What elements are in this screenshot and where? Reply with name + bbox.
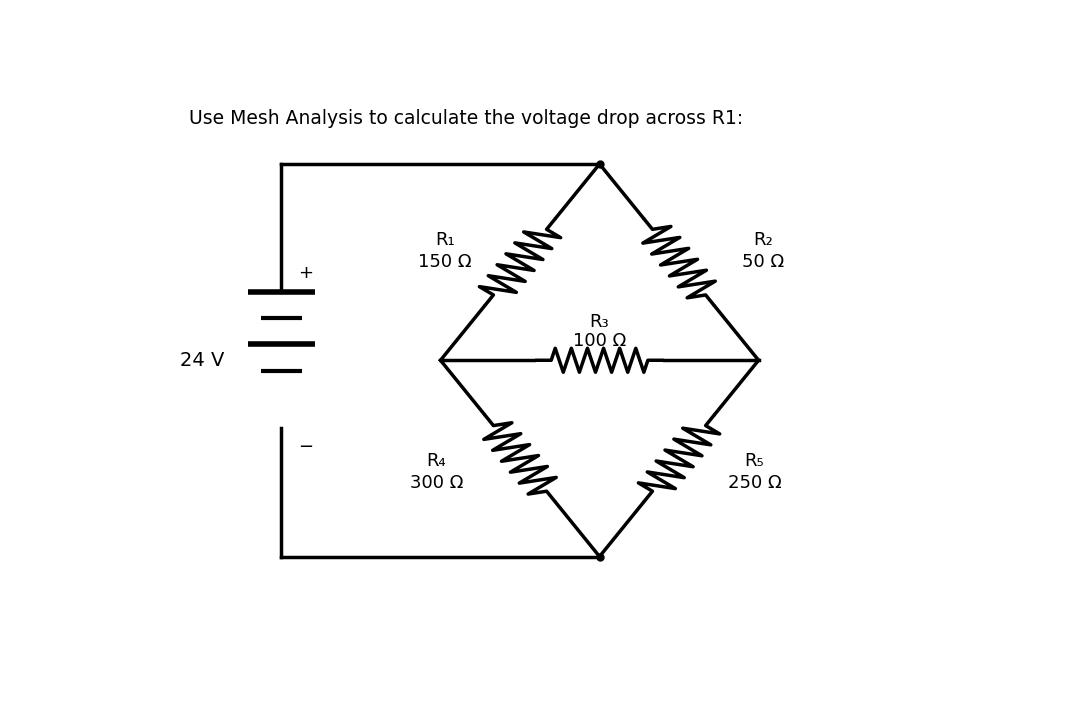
Text: R₅: R₅ (744, 452, 765, 470)
Text: R₃: R₃ (590, 313, 609, 331)
Text: R₄: R₄ (427, 452, 446, 470)
Text: 150 Ω: 150 Ω (418, 253, 472, 271)
Text: 50 Ω: 50 Ω (742, 253, 784, 271)
Text: −: − (298, 438, 313, 457)
Text: Use Mesh Analysis to calculate the voltage drop across R1:: Use Mesh Analysis to calculate the volta… (189, 110, 744, 128)
Text: 250 Ω: 250 Ω (728, 474, 781, 492)
Text: 24 V: 24 V (179, 350, 225, 370)
Text: 300 Ω: 300 Ω (409, 474, 463, 492)
Text: R₁: R₁ (435, 232, 455, 249)
Text: +: + (298, 264, 313, 282)
Text: 100 Ω: 100 Ω (572, 332, 626, 350)
Text: R₂: R₂ (753, 232, 772, 249)
